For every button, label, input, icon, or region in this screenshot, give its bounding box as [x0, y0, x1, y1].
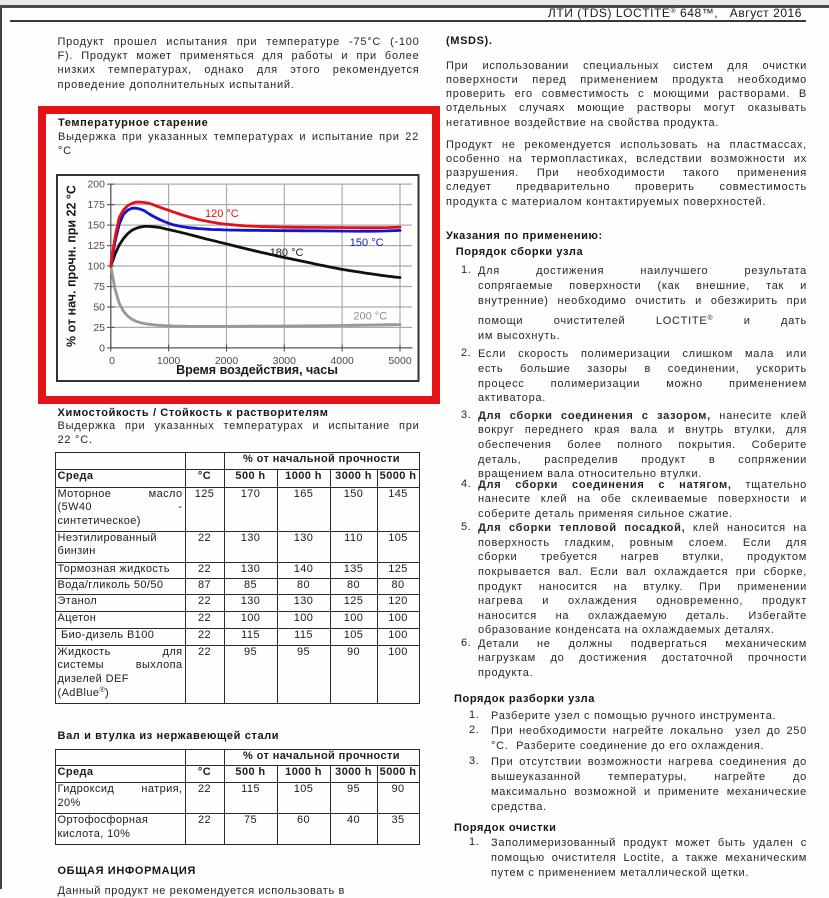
svg-text:3000: 3000	[273, 355, 297, 367]
svg-text:5000: 5000	[388, 355, 412, 367]
svg-text:125: 125	[87, 240, 105, 252]
svg-text:100: 100	[87, 260, 105, 272]
svg-text:0: 0	[109, 355, 115, 367]
svg-text:Время воздействия, часы: Время воздействия, часы	[176, 363, 338, 377]
svg-text:1000: 1000	[157, 355, 181, 367]
svg-text:% от нач. прочн. при 22 °С: % от нач. прочн. при 22 °С	[65, 185, 79, 347]
svg-text:50: 50	[93, 301, 105, 313]
svg-text:180 °C: 180 °C	[270, 247, 304, 259]
svg-text:150: 150	[87, 219, 105, 231]
svg-text:200: 200	[87, 178, 105, 190]
svg-text:4000: 4000	[330, 355, 354, 367]
svg-text:2000: 2000	[215, 355, 239, 367]
svg-text:75: 75	[93, 281, 105, 293]
svg-text:0: 0	[99, 342, 105, 354]
svg-text:120 °C: 120 °C	[205, 208, 239, 220]
svg-text:150 °C: 150 °C	[350, 237, 384, 249]
svg-text:25: 25	[93, 322, 105, 334]
svg-text:175: 175	[87, 199, 105, 211]
svg-text:200 °C: 200 °C	[353, 310, 387, 322]
